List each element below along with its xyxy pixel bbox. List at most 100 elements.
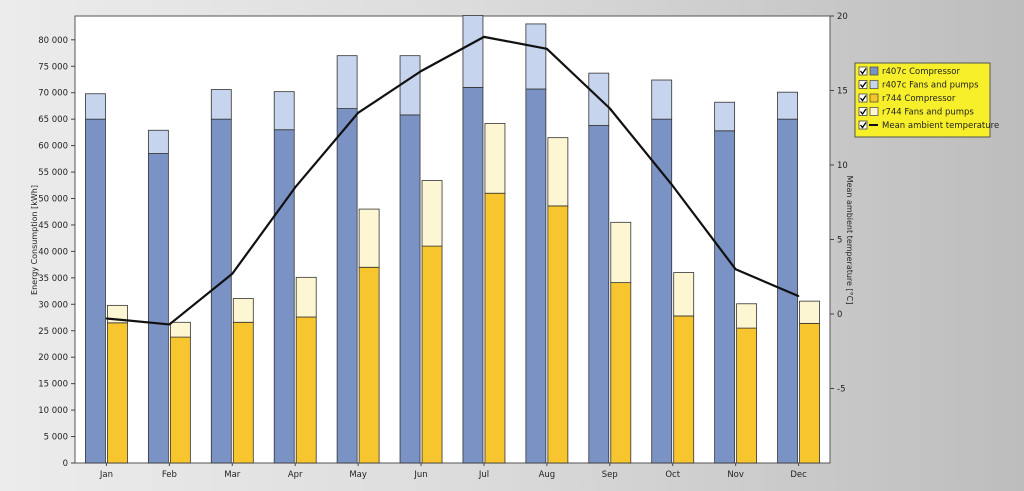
- legend-swatch: [869, 80, 879, 89]
- bar-segment: [484, 122, 506, 194]
- y2-tick-label: 20: [837, 12, 848, 22]
- y-tick-label: 60 000: [38, 142, 68, 152]
- legend-label: r744 Fans and pumps: [882, 108, 974, 118]
- bottom-axis: Jan Feb Mar Apr May Jun Jul Aug Sep Oct Nov Dec: [99, 463, 807, 480]
- bar-segment: [714, 130, 736, 464]
- y-tick-label: 70 000: [38, 89, 68, 99]
- bar-segment: [799, 300, 820, 324]
- checkmark-icon: [859, 95, 867, 102]
- bar-segment: [295, 316, 317, 464]
- legend-checkbox: [858, 107, 868, 116]
- bar-segment: [610, 221, 632, 284]
- y-tick-label: 5 000: [44, 433, 68, 443]
- legend-checkbox: [858, 93, 868, 103]
- temperature-point: [797, 295, 800, 297]
- temperature-point: [231, 272, 234, 275]
- temperature-point: [671, 185, 674, 187]
- legend-label: r744 Compressor: [882, 94, 956, 104]
- y-tick-label: 20 000: [38, 353, 68, 363]
- temperature-point: [294, 186, 297, 189]
- bar-segment: [714, 101, 736, 132]
- bar-segment: [525, 23, 547, 90]
- temperature-point: [105, 317, 108, 320]
- y2-tick-label: 0: [837, 310, 842, 320]
- bar-segment: [169, 321, 191, 338]
- x-tick-label: Jul: [478, 470, 489, 480]
- checkmark-icon: [859, 122, 867, 129]
- y-tick-label: 55 000: [38, 168, 68, 178]
- x-tick-label: Nov: [727, 470, 744, 480]
- x-tick-label: Apr: [288, 470, 303, 480]
- bar-segment: [547, 205, 569, 464]
- x-tick-label: Sep: [602, 470, 618, 480]
- legend: r407c Compressor r407c Fans and pumps r744…: [854, 62, 999, 138]
- x-tick-label: Oct: [665, 470, 680, 480]
- bar-segment: [673, 315, 695, 464]
- x-tick-label: May: [349, 470, 367, 480]
- checkmark-icon: [859, 108, 867, 116]
- bar-segment: [588, 125, 610, 464]
- bar-segment: [525, 88, 547, 464]
- temperature-point: [168, 323, 171, 326]
- bar-segment: [147, 153, 169, 464]
- bar-segment: [399, 55, 421, 116]
- x-tick-label: Aug: [539, 470, 556, 480]
- bar-segment: [736, 327, 758, 464]
- bar-segment: [547, 137, 569, 207]
- bar-segment: [358, 208, 380, 268]
- y-tick-label: 65 000: [38, 115, 68, 125]
- y-tick-label: 75 000: [38, 62, 68, 72]
- bar-segment: [107, 322, 128, 464]
- bar-segment: [484, 192, 506, 464]
- bar-segment: [799, 322, 820, 464]
- bar-segment: [210, 89, 232, 120]
- bar-segment: [169, 336, 191, 464]
- bar-segment: [421, 245, 443, 464]
- bar-segment: [651, 79, 673, 120]
- y-tick-label: 10 000: [38, 406, 68, 416]
- y-tick-label: 40 000: [38, 247, 68, 257]
- bar-segment: [210, 118, 232, 464]
- bar-segment: [147, 129, 169, 154]
- y2-axis-title: Mean ambient temperature [°C]: [845, 176, 854, 305]
- temperature-point: [483, 36, 485, 38]
- legend-swatch: [869, 66, 879, 76]
- bar-segment: [421, 180, 443, 247]
- legend-checkbox: [858, 120, 868, 130]
- bar-segment: [336, 108, 358, 464]
- temperature-line: [105, 35, 800, 326]
- bar-segment: [673, 272, 695, 317]
- bar-segment: [336, 55, 358, 109]
- temperature-point: [546, 47, 548, 50]
- bar-segment: [462, 87, 484, 464]
- y2-tick-label: -5: [837, 385, 845, 395]
- legend-label: Mean ambient temperature: [882, 121, 999, 131]
- legend-swatch: [869, 107, 879, 116]
- checkmark-icon: [859, 81, 867, 89]
- bar-segment: [295, 276, 317, 318]
- bar-segment: [358, 266, 380, 464]
- legend-swatch: [869, 93, 879, 103]
- x-tick-label: Jun: [413, 470, 427, 480]
- legend-label: r407c Compressor: [882, 67, 960, 77]
- legend-checkbox: [858, 80, 868, 89]
- bar-segment: [610, 282, 632, 464]
- y-tick-label: 50 000: [38, 195, 68, 205]
- temperature-point: [420, 70, 422, 72]
- bar-segment: [777, 91, 798, 120]
- bar-segment: [462, 15, 484, 88]
- legend-checkbox: [858, 66, 868, 76]
- temperature-point: [734, 268, 737, 271]
- y2-tick-label: 5: [837, 236, 842, 246]
- temperature-series-line: [106, 35, 799, 326]
- y2-tick-label: 10: [837, 161, 848, 171]
- bar-segment: [736, 303, 758, 329]
- y-tick-label: 0: [63, 459, 68, 469]
- temperature-point: [357, 112, 359, 114]
- y-tick-label: 35 000: [38, 274, 68, 284]
- x-tick-label: Dec: [790, 470, 807, 480]
- x-tick-label: Mar: [224, 470, 241, 480]
- y2-tick-label: 15: [837, 87, 848, 97]
- right-axis: -5 0 5 10 15 20: [830, 12, 848, 395]
